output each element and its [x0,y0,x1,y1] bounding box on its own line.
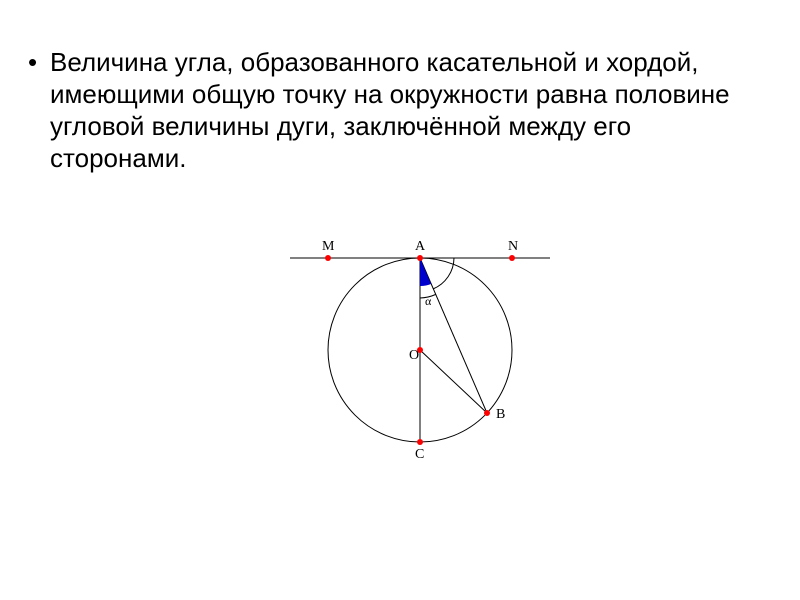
bullet-dot: • [28,46,50,174]
label-o: O [409,348,419,363]
slide: • Величина угла, образованного касательн… [0,0,800,600]
point-m [325,255,331,261]
tangent-chord-diagram: M A N O B C α [250,220,590,470]
label-a: A [415,239,426,254]
theorem-text: Величина угла, образованного касательной… [50,46,768,174]
point-n [509,255,515,261]
radius-ob [420,350,487,413]
bullet-item: • Величина угла, образованного касательн… [28,46,768,174]
label-n: N [508,239,518,254]
point-a [417,255,423,261]
point-b [484,410,490,416]
tangent-chord-arc-icon [433,258,454,289]
label-m: M [322,239,335,254]
alpha-label: α [425,294,432,308]
label-b: B [496,407,505,422]
chord-ab [420,258,487,413]
angle-fill [420,258,431,286]
label-c: C [415,447,424,462]
point-c [417,439,423,445]
